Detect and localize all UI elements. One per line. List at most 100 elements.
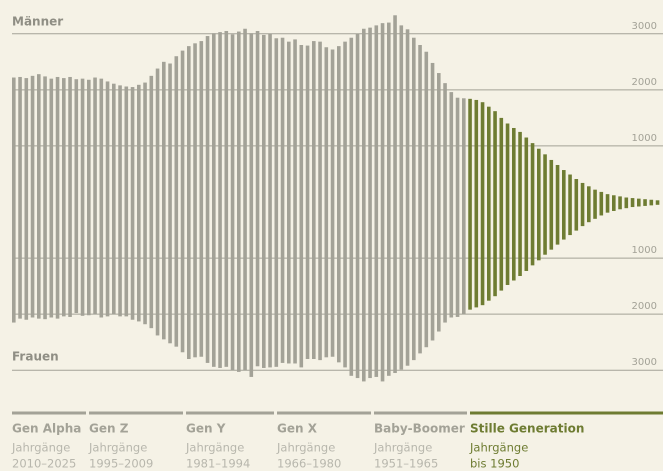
generation-name: Gen X bbox=[277, 422, 318, 436]
bar bbox=[305, 202, 310, 359]
bar bbox=[449, 92, 454, 202]
bar bbox=[474, 202, 479, 308]
bar bbox=[49, 78, 54, 202]
bar bbox=[537, 202, 541, 261]
bar bbox=[99, 78, 104, 202]
bar bbox=[487, 202, 491, 301]
bar bbox=[243, 28, 247, 202]
bar bbox=[455, 97, 460, 202]
bar bbox=[655, 200, 660, 202]
bar bbox=[343, 41, 347, 202]
bar bbox=[43, 76, 47, 202]
bar bbox=[530, 202, 535, 266]
bar bbox=[43, 202, 47, 320]
y-tick-label: 1000 bbox=[632, 245, 657, 256]
bar bbox=[337, 46, 341, 202]
bar bbox=[37, 74, 41, 202]
bar bbox=[393, 202, 397, 374]
bar bbox=[30, 75, 35, 202]
bar bbox=[293, 39, 297, 202]
bar bbox=[24, 202, 29, 320]
bar bbox=[580, 182, 585, 202]
bar bbox=[487, 106, 491, 202]
bar bbox=[168, 63, 172, 203]
bar bbox=[49, 202, 54, 318]
bar bbox=[480, 202, 485, 306]
bar bbox=[630, 198, 635, 202]
bar bbox=[143, 202, 147, 325]
bar bbox=[224, 30, 229, 203]
bar bbox=[299, 202, 304, 368]
bar bbox=[93, 77, 97, 202]
bar bbox=[249, 33, 254, 202]
bar bbox=[549, 159, 554, 202]
bar bbox=[362, 28, 366, 202]
bar bbox=[330, 202, 335, 357]
bar bbox=[399, 202, 404, 370]
bar bbox=[424, 202, 429, 348]
bar bbox=[12, 202, 16, 323]
bar bbox=[387, 22, 391, 203]
bar bbox=[262, 34, 266, 202]
bar bbox=[230, 34, 235, 202]
generation-years: 1951–1965 bbox=[374, 457, 438, 471]
generation-name: Gen Alpha bbox=[12, 422, 81, 436]
bar bbox=[37, 202, 41, 319]
bar bbox=[162, 202, 166, 340]
bar bbox=[218, 32, 222, 202]
bar bbox=[630, 202, 635, 208]
bar bbox=[237, 31, 241, 202]
bar bbox=[80, 202, 85, 316]
bar bbox=[555, 202, 560, 245]
bar bbox=[318, 41, 322, 202]
bar bbox=[149, 202, 154, 329]
generation-label: Jahrgänge bbox=[276, 441, 335, 455]
bar bbox=[480, 102, 485, 202]
bar bbox=[318, 202, 322, 361]
bar bbox=[443, 202, 447, 323]
bar bbox=[193, 43, 197, 202]
bar bbox=[599, 202, 604, 216]
bar bbox=[568, 202, 572, 236]
generation-name: Baby-Boomer bbox=[374, 422, 465, 436]
bar bbox=[218, 202, 222, 368]
bar bbox=[637, 202, 641, 207]
bar bbox=[343, 202, 347, 368]
bar bbox=[462, 202, 466, 315]
bar bbox=[499, 202, 504, 291]
bar bbox=[418, 45, 422, 202]
generation-years: 1966–1980 bbox=[277, 457, 341, 471]
bar bbox=[349, 37, 354, 202]
bar bbox=[355, 202, 360, 379]
bar bbox=[324, 47, 329, 203]
bar bbox=[362, 202, 366, 382]
bar bbox=[68, 202, 72, 317]
bar bbox=[380, 202, 385, 382]
bar bbox=[655, 202, 660, 205]
bar bbox=[512, 202, 516, 281]
bar bbox=[593, 202, 597, 219]
bar bbox=[437, 73, 441, 202]
top-label: Männer bbox=[12, 15, 63, 29]
bar bbox=[112, 83, 116, 202]
bar bbox=[505, 123, 510, 202]
bar bbox=[137, 84, 141, 202]
generation-years: 1981–1994 bbox=[186, 457, 250, 471]
bar bbox=[262, 202, 266, 368]
bar bbox=[380, 23, 385, 202]
bar bbox=[468, 202, 472, 310]
bar bbox=[624, 197, 629, 202]
bar bbox=[505, 202, 510, 285]
generation-label: Jahrgänge bbox=[88, 441, 147, 455]
bar bbox=[199, 41, 204, 202]
bar bbox=[324, 202, 329, 358]
bar bbox=[374, 202, 379, 377]
bar bbox=[99, 202, 104, 318]
bar bbox=[18, 76, 22, 202]
bar bbox=[18, 202, 22, 319]
generation-label: Jahrgänge bbox=[185, 441, 244, 455]
bar bbox=[105, 81, 110, 202]
bar bbox=[212, 202, 216, 367]
